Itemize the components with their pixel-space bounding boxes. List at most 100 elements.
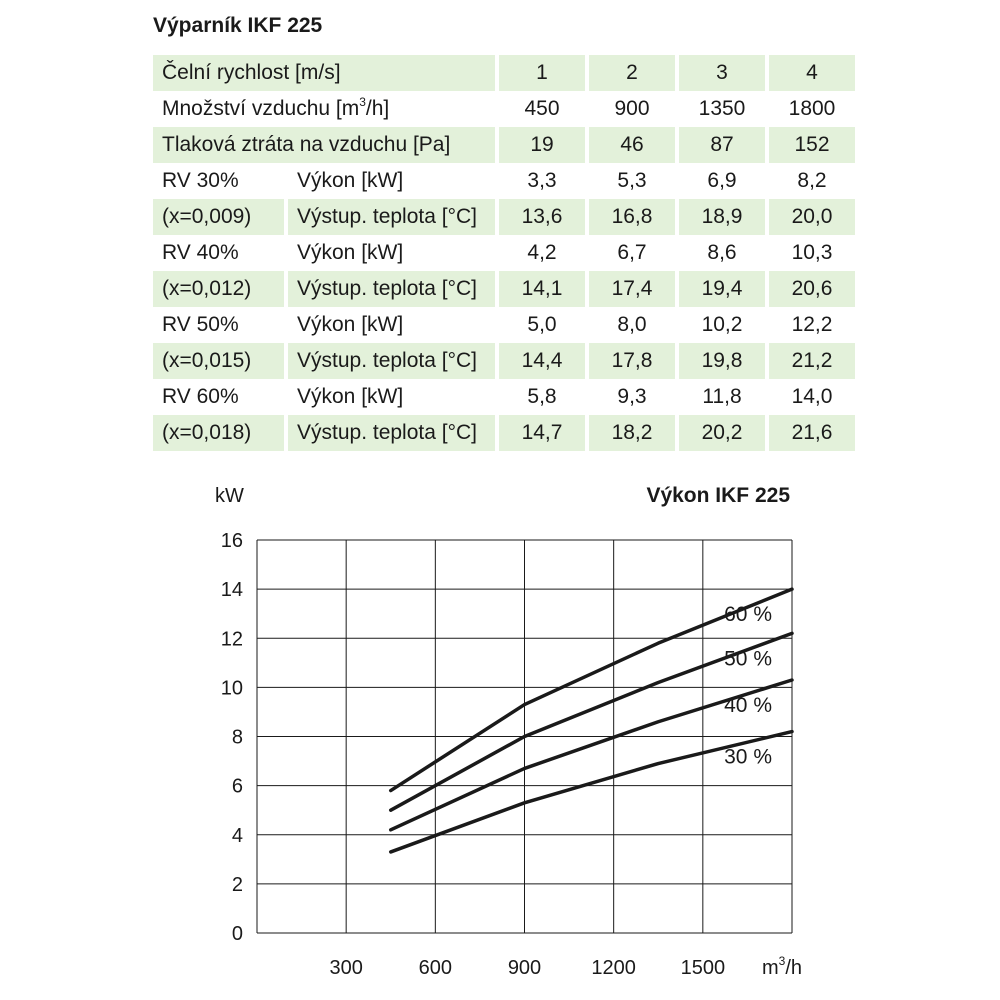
power-value: 14,0 bbox=[791, 385, 833, 408]
table-row-rv30-temp: (x=0,009) Výstup. teplota [°C] 13,6 16,8… bbox=[153, 199, 855, 235]
temp-label: Výstup. teplota [°C] bbox=[288, 199, 499, 235]
table-row-rv50-power: RV 50% Výkon [kW] 5,0 8,0 10,2 12,2 bbox=[153, 307, 855, 343]
power-value: 6,9 bbox=[679, 163, 769, 199]
velocity-label: Čelní rychlost [m/s] bbox=[153, 55, 499, 91]
velocity-value: 1 bbox=[499, 55, 589, 91]
table-row-rv40-temp: (x=0,012) Výstup. teplota [°C] 14,1 17,4… bbox=[153, 271, 855, 307]
series-lines: 30 % 40 % 50 % 60 % bbox=[389, 587, 794, 854]
rv-label: RV 50% bbox=[153, 307, 288, 343]
power-value: 10,3 bbox=[791, 241, 833, 264]
table-row-rv30-power: RV 30% Výkon [kW] 3,3 5,3 6,9 8,2 bbox=[153, 163, 855, 199]
temp-value: 17,4 bbox=[589, 271, 679, 307]
power-value: 5,8 bbox=[499, 379, 589, 415]
temp-value: 21,6 bbox=[769, 415, 855, 451]
table-row-rv60-temp: (x=0,018) Výstup. teplota [°C] 14,7 18,2… bbox=[153, 415, 855, 451]
y-tick-label: 14 bbox=[221, 579, 243, 601]
spec-table: Čelní rychlost [m/s] 1 2 3 4 Množství vz… bbox=[153, 55, 855, 451]
y-tick-label: 8 bbox=[232, 727, 243, 749]
temp-label: Výstup. teplota [°C] bbox=[288, 415, 499, 451]
chart-title: Výkon IKF 225 bbox=[646, 484, 790, 507]
power-value: 5,0 bbox=[499, 307, 589, 343]
table-row-pressure: Tlaková ztráta na vzduchu [Pa] 19 46 87 … bbox=[153, 127, 855, 163]
y-tick-label: 0 bbox=[232, 923, 243, 945]
humidity-label: (x=0,015) bbox=[153, 343, 288, 379]
power-label: Výkon [kW] bbox=[288, 379, 499, 415]
power-value: 11,8 bbox=[679, 379, 769, 415]
temp-label: Výstup. teplota [°C] bbox=[288, 343, 499, 379]
airflow-label-sup: 3 bbox=[359, 95, 366, 109]
y-tick-label: 10 bbox=[221, 677, 243, 699]
power-chart: Výkon IKF 225 kW m3/h 0 2 4 6 8 10 12 14 16 300 60… bbox=[215, 484, 802, 979]
temp-value: 13,6 bbox=[499, 199, 589, 235]
x-axis-label-sup: 3 bbox=[779, 954, 786, 968]
power-value: 12,2 bbox=[791, 313, 833, 336]
series-line bbox=[389, 631, 794, 812]
power-label: Výkon [kW] bbox=[288, 307, 499, 343]
power-value: 10,2 bbox=[679, 307, 769, 343]
power-label: Výkon [kW] bbox=[288, 235, 499, 271]
pressure-value: 152 bbox=[769, 127, 855, 163]
airflow-value: 900 bbox=[589, 91, 679, 127]
airflow-value: 450 bbox=[499, 91, 589, 127]
pressure-value: 87 bbox=[679, 127, 769, 163]
temp-value: 20,0 bbox=[769, 199, 855, 235]
power-value: 8,0 bbox=[589, 307, 679, 343]
power-value: 6,7 bbox=[589, 235, 679, 271]
y-tick-label: 4 bbox=[232, 825, 243, 847]
temp-value: 20,2 bbox=[679, 415, 769, 451]
x-tick-label: 1200 bbox=[591, 957, 636, 979]
y-tick-label: 12 bbox=[221, 628, 243, 650]
temp-value: 17,8 bbox=[589, 343, 679, 379]
power-value: 4,2 bbox=[499, 235, 589, 271]
power-value: 8,2 bbox=[797, 169, 827, 192]
humidity-label: (x=0,009) bbox=[153, 199, 288, 235]
temp-value: 20,6 bbox=[769, 271, 855, 307]
y-axis-label: kW bbox=[215, 485, 244, 507]
pressure-label: Tlaková ztráta na vzduchu [Pa] bbox=[153, 127, 499, 163]
table-title: Výparník IKF 225 bbox=[153, 14, 323, 37]
rv-label: RV 30% bbox=[153, 163, 288, 199]
power-value: 3,3 bbox=[499, 163, 589, 199]
x-tick-label: 900 bbox=[508, 957, 541, 979]
x-tick-label: 300 bbox=[329, 957, 362, 979]
airflow-label-text: Množství vzduchu [m bbox=[162, 97, 360, 120]
series-line bbox=[389, 678, 794, 832]
humidity-label: (x=0,018) bbox=[153, 415, 288, 451]
x-axis-label-unit: /h bbox=[785, 957, 802, 979]
table-row-rv60-power: RV 60% Výkon [kW] 5,8 9,3 11,8 14,0 bbox=[153, 379, 855, 415]
power-value: 9,3 bbox=[589, 379, 679, 415]
pressure-value: 19 bbox=[499, 127, 589, 163]
table-row-rv50-temp: (x=0,015) Výstup. teplota [°C] 14,4 17,8… bbox=[153, 343, 855, 379]
x-axis-label: m3/h bbox=[762, 954, 802, 979]
temp-value: 19,4 bbox=[679, 271, 769, 307]
table-row-velocity: Čelní rychlost [m/s] 1 2 3 4 bbox=[153, 55, 855, 91]
temp-value: 18,2 bbox=[589, 415, 679, 451]
x-axis-label-text: m bbox=[762, 957, 779, 979]
table-row-airflow: Množství vzduchu [m3/h] 450 900 1350 180… bbox=[153, 91, 855, 127]
temp-value: 14,7 bbox=[499, 415, 589, 451]
y-tick-label: 16 bbox=[221, 530, 243, 552]
series-label: 40 % bbox=[724, 694, 772, 717]
airflow-value: 1800 bbox=[788, 97, 836, 120]
x-tick-label: 600 bbox=[419, 957, 452, 979]
temp-value: 18,9 bbox=[679, 199, 769, 235]
velocity-value: 2 bbox=[589, 55, 679, 91]
y-tick-label: 6 bbox=[232, 776, 243, 798]
series-label: 50 % bbox=[724, 647, 772, 670]
series-line bbox=[389, 729, 794, 854]
airflow-label-unit: /h] bbox=[365, 97, 390, 120]
power-value: 8,6 bbox=[679, 235, 769, 271]
rv-label: RV 40% bbox=[153, 235, 288, 271]
temp-value: 19,8 bbox=[679, 343, 769, 379]
velocity-value: 4 bbox=[769, 55, 855, 91]
velocity-value: 3 bbox=[679, 55, 769, 91]
power-label: Výkon [kW] bbox=[288, 163, 499, 199]
temp-value: 16,8 bbox=[589, 199, 679, 235]
series-line bbox=[389, 587, 794, 793]
x-tick-label: 1500 bbox=[681, 957, 726, 979]
series-label: 60 % bbox=[724, 603, 772, 626]
rv-label: RV 60% bbox=[153, 379, 288, 415]
temp-value: 14,4 bbox=[499, 343, 589, 379]
airflow-label: Množství vzduchu [m3/h] bbox=[153, 91, 499, 127]
pressure-value: 46 bbox=[589, 127, 679, 163]
